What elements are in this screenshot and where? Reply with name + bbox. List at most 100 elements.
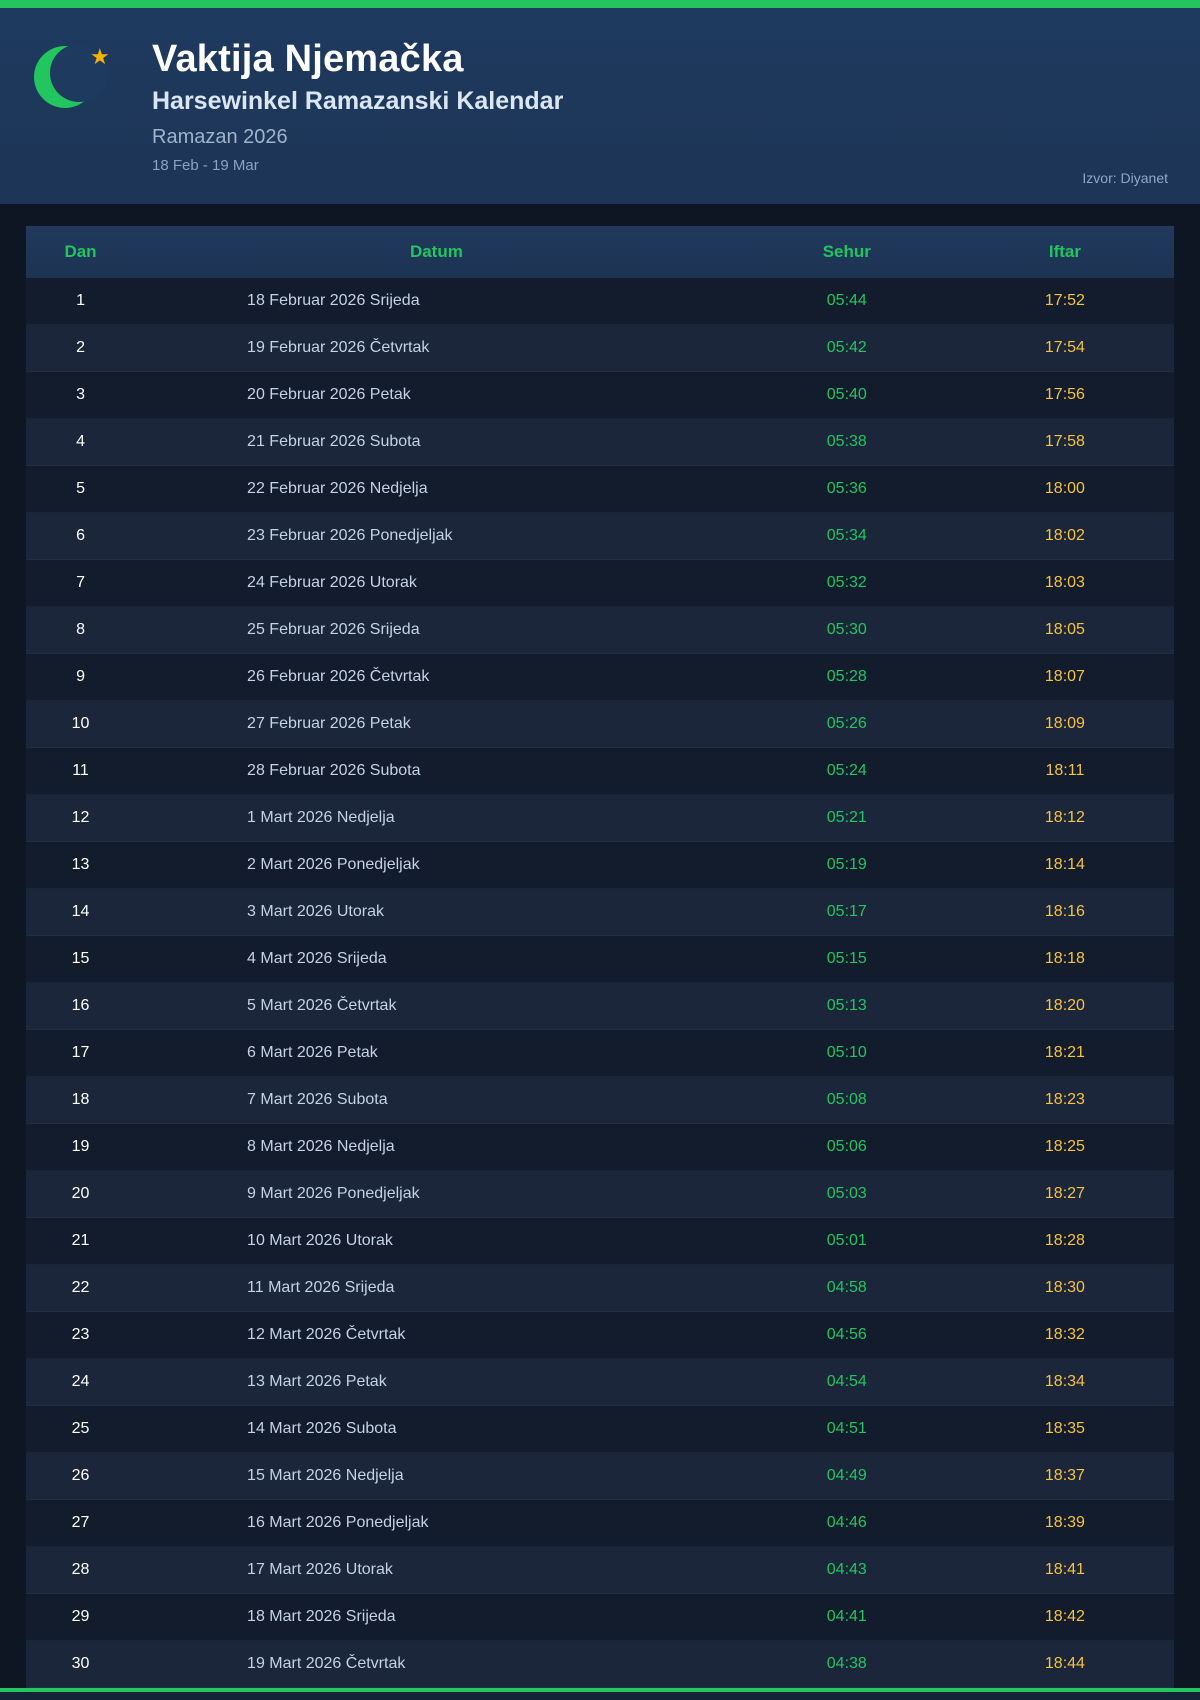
cell-date: 16 Mart 2026 Ponedjeljak [247, 1514, 429, 1531]
table-row[interactable]: 29 18 Mart 2026 Srijeda 04:41 18:42 [26, 1593, 1174, 1641]
cell-sehur: 05:42 [826, 339, 867, 356]
cell-day: 3 [76, 386, 85, 403]
header-source-label: Izvor: Diyanet [1082, 170, 1168, 186]
cell-date: 25 Februar 2026 Srijeda [247, 621, 420, 638]
cell-sehur: 05:19 [826, 856, 867, 873]
table-row[interactable]: 22 11 Mart 2026 Srijeda 04:58 18:30 [26, 1264, 1174, 1312]
table-row[interactable]: 8 25 Februar 2026 Srijeda 05:30 18:05 [26, 606, 1174, 654]
table-row[interactable]: 7 24 Februar 2026 Utorak 05:32 18:03 [26, 559, 1174, 607]
cell-sehur: 05:28 [826, 668, 867, 685]
table-row[interactable]: 11 28 Februar 2026 Subota 05:24 18:11 [26, 747, 1174, 795]
cell-sehur: 05:36 [826, 480, 867, 497]
page-footer: www.namazvaktim.de Vaktija Njemačka | Iz… [0, 1688, 1200, 1700]
crescent-moon-icon: ★ [32, 38, 128, 134]
table-row[interactable]: 15 4 Mart 2026 Srijeda 05:15 18:18 [26, 935, 1174, 983]
cell-day: 19 [71, 1138, 90, 1155]
table-row[interactable]: 24 13 Mart 2026 Petak 04:54 18:34 [26, 1358, 1174, 1406]
top-accent-bar [0, 0, 1200, 8]
cell-sehur: 05:32 [826, 574, 867, 591]
cell-date: 5 Mart 2026 Četvrtak [247, 997, 397, 1014]
cell-iftar: 18:37 [1044, 1467, 1085, 1484]
cell-iftar: 18:16 [1044, 903, 1085, 920]
table-row[interactable]: 23 12 Mart 2026 Četvrtak 04:56 18:32 [26, 1311, 1174, 1359]
cell-iftar: 18:35 [1044, 1420, 1085, 1437]
period-label: Ramazan 2026 [152, 126, 288, 148]
cell-day: 21 [71, 1232, 90, 1249]
cell-date: 17 Mart 2026 Utorak [247, 1561, 393, 1578]
cell-iftar: 18:27 [1044, 1185, 1085, 1202]
cell-day: 28 [71, 1561, 90, 1578]
cell-iftar: 18:12 [1044, 809, 1085, 826]
cell-date: 2 Mart 2026 Ponedjeljak [247, 856, 420, 873]
calendar-table-container: Dan Datum Sehur Iftar 1 18 Februar 2026 S… [0, 204, 1200, 1688]
table-row[interactable]: 26 15 Mart 2026 Nedjelja 04:49 18:37 [26, 1452, 1174, 1500]
column-header-iftar[interactable]: Iftar [955, 226, 1174, 278]
table-row[interactable]: 4 21 Februar 2026 Subota 05:38 17:58 [26, 418, 1174, 466]
cell-date: 3 Mart 2026 Utorak [247, 903, 384, 920]
cell-date: 10 Mart 2026 Utorak [247, 1232, 393, 1249]
column-header-day[interactable]: Dan [26, 226, 136, 278]
cell-sehur: 05:26 [826, 715, 867, 732]
cell-day: 9 [76, 668, 85, 685]
table-row[interactable]: 20 9 Mart 2026 Ponedjeljak 05:03 18:27 [26, 1170, 1174, 1218]
table-row[interactable]: 5 22 Februar 2026 Nedjelja 05:36 18:00 [26, 465, 1174, 513]
table-body: 1 18 Februar 2026 Srijeda 05:44 17:52 2 19 Fe… [26, 278, 1174, 1688]
cell-day: 10 [71, 715, 90, 732]
table-row[interactable]: 12 1 Mart 2026 Nedjelja 05:21 18:12 [26, 794, 1174, 842]
cell-iftar: 18:02 [1044, 527, 1085, 544]
cell-iftar: 18:05 [1044, 621, 1085, 638]
cell-day: 5 [76, 480, 85, 497]
table-row[interactable]: 17 6 Mart 2026 Petak 05:10 18:21 [26, 1029, 1174, 1077]
table-row[interactable]: 27 16 Mart 2026 Ponedjeljak 04:46 18:39 [26, 1499, 1174, 1547]
table-row[interactable]: 9 26 Februar 2026 Četvrtak 05:28 18:07 [26, 653, 1174, 701]
cell-day: 18 [71, 1091, 90, 1108]
cell-sehur: 04:58 [826, 1279, 867, 1296]
table-row[interactable]: 30 19 Mart 2026 Četvrtak 04:38 18:44 [26, 1640, 1174, 1688]
table-row[interactable]: 14 3 Mart 2026 Utorak 05:17 18:16 [26, 888, 1174, 936]
cell-sehur: 05:24 [826, 762, 867, 779]
cell-iftar: 18:30 [1044, 1279, 1085, 1296]
cell-date: 13 Mart 2026 Petak [247, 1373, 387, 1390]
table-row[interactable]: 19 8 Mart 2026 Nedjelja 05:06 18:25 [26, 1123, 1174, 1171]
table-row[interactable]: 18 7 Mart 2026 Subota 05:08 18:23 [26, 1076, 1174, 1124]
moon-shape [34, 44, 108, 108]
cell-iftar: 18:21 [1044, 1044, 1085, 1061]
cell-sehur: 05:03 [826, 1185, 867, 1202]
table-row[interactable]: 1 18 Februar 2026 Srijeda 05:44 17:52 [26, 278, 1174, 325]
cell-iftar: 18:11 [1045, 762, 1085, 779]
cell-day: 27 [71, 1514, 90, 1531]
cell-day: 14 [71, 903, 90, 920]
column-header-sehur[interactable]: Sehur [737, 226, 956, 278]
table-row[interactable]: 10 27 Februar 2026 Petak 05:26 18:09 [26, 700, 1174, 748]
table-row[interactable]: 13 2 Mart 2026 Ponedjeljak 05:19 18:14 [26, 841, 1174, 889]
cell-day: 12 [71, 809, 90, 826]
cell-iftar: 18:23 [1044, 1091, 1085, 1108]
cell-day: 24 [71, 1373, 90, 1390]
table-row[interactable]: 3 20 Februar 2026 Petak 05:40 17:56 [26, 371, 1174, 419]
cell-date: 26 Februar 2026 Četvrtak [247, 668, 430, 685]
cell-sehur: 05:40 [826, 386, 867, 403]
table-row[interactable]: 28 17 Mart 2026 Utorak 04:43 18:41 [26, 1546, 1174, 1594]
table-header-row: Dan Datum Sehur Iftar [26, 226, 1174, 278]
cell-date: 7 Mart 2026 Subota [247, 1091, 388, 1108]
table-row[interactable]: 21 10 Mart 2026 Utorak 05:01 18:28 [26, 1217, 1174, 1265]
cell-day: 4 [76, 433, 85, 450]
cell-day: 17 [71, 1044, 90, 1061]
table-row[interactable]: 25 14 Mart 2026 Subota 04:51 18:35 [26, 1405, 1174, 1453]
cell-day: 13 [71, 856, 90, 873]
cell-day: 7 [76, 574, 85, 591]
table-row[interactable]: 2 19 Februar 2026 Četvrtak 05:42 17:54 [26, 324, 1174, 372]
cell-day: 2 [76, 339, 85, 356]
cell-sehur: 04:46 [826, 1514, 867, 1531]
cell-day: 16 [71, 997, 90, 1014]
cell-iftar: 18:18 [1044, 950, 1085, 967]
column-header-date[interactable]: Datum [135, 226, 738, 278]
cell-sehur: 04:54 [826, 1373, 867, 1390]
cell-date: 8 Mart 2026 Nedjelja [247, 1138, 395, 1155]
table-row[interactable]: 6 23 Februar 2026 Ponedjeljak 05:34 18:02 [26, 512, 1174, 560]
table-row[interactable]: 16 5 Mart 2026 Četvrtak 05:13 18:20 [26, 982, 1174, 1030]
cell-sehur: 05:34 [826, 527, 867, 544]
cell-day: 25 [71, 1420, 90, 1437]
cell-iftar: 17:52 [1044, 292, 1085, 309]
cell-sehur: 05:38 [826, 433, 867, 450]
